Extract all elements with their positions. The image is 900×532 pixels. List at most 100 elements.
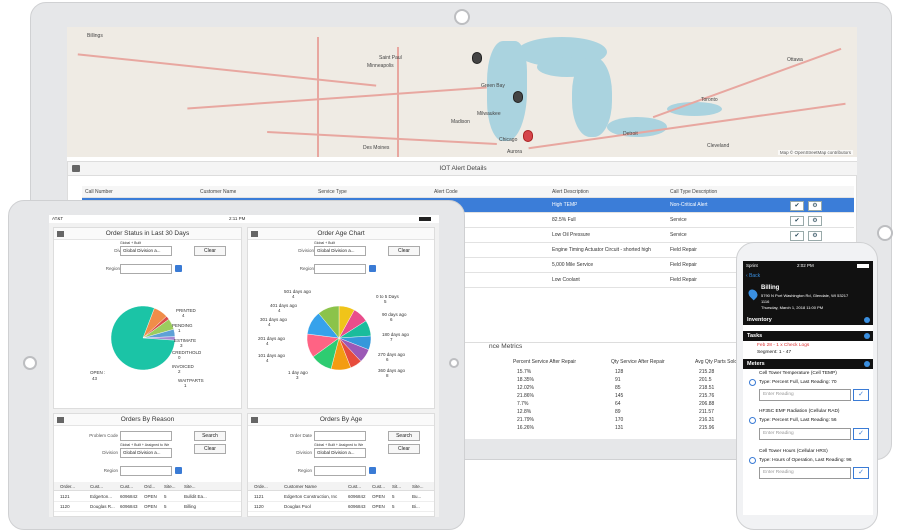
grid-cell: OPEN xyxy=(372,494,385,499)
expand-icon[interactable] xyxy=(864,333,870,339)
check-icon[interactable]: ✓ xyxy=(853,467,869,479)
task-item[interactable]: Feb 28 - 1 x Check Logs xyxy=(757,343,810,348)
column-header[interactable]: Customer Name xyxy=(200,189,237,195)
map-icon[interactable] xyxy=(175,467,182,474)
column-header[interactable]: Alert Description xyxy=(552,189,589,195)
expand-icon[interactable] xyxy=(864,317,870,323)
column-header[interactable]: Avg Qty Parts Sold/Tech xyxy=(695,359,750,365)
reading-input[interactable]: Enter Reading xyxy=(759,428,851,440)
grid-cell: Edgerton Construction, Inc xyxy=(284,494,338,499)
grid-cell: 5 xyxy=(164,504,167,509)
column-header[interactable]: Service Type xyxy=(318,189,347,195)
clear-button[interactable]: Clear xyxy=(194,444,226,454)
inventory-section[interactable]: Inventory xyxy=(743,315,873,325)
division-select[interactable]: Global Division a... xyxy=(314,246,366,256)
print-icon[interactable] xyxy=(251,417,258,423)
pie-count: 1 xyxy=(184,383,187,388)
expand-icon[interactable] xyxy=(864,361,870,367)
reading-input[interactable]: Enter Reading xyxy=(759,467,851,479)
division-select[interactable]: Global Division a... xyxy=(314,448,366,458)
map-city-label: Chicago xyxy=(499,137,518,143)
map-icon[interactable] xyxy=(369,467,376,474)
column-header[interactable]: Site... xyxy=(164,484,176,489)
check-icon[interactable]: ✔ xyxy=(790,216,804,226)
gear-icon[interactable]: ⚙ xyxy=(808,201,822,211)
column-header[interactable]: Percent Service After Repair xyxy=(513,359,577,365)
tasks-section[interactable]: Tasks xyxy=(743,331,873,341)
pie-label: ESTIMATE xyxy=(174,338,197,343)
region-input[interactable] xyxy=(314,264,366,274)
clear-button[interactable]: Clear xyxy=(388,246,420,256)
metrics-cell: 12.8% xyxy=(517,409,532,415)
print-icon[interactable] xyxy=(57,417,64,423)
clear-button[interactable]: Clear xyxy=(194,246,226,256)
search-button[interactable]: Search xyxy=(194,431,226,441)
column-header[interactable]: Cust... xyxy=(90,484,104,489)
problem-code-input[interactable] xyxy=(120,431,172,441)
pie-count: 6 xyxy=(386,357,389,362)
print-icon[interactable] xyxy=(251,231,258,237)
print-icon[interactable] xyxy=(57,231,64,237)
table-row[interactable]: 1120 Douglas R... 6096843 OPEN 5 Billing xyxy=(54,502,241,512)
pie-slice[interactable] xyxy=(318,305,340,339)
column-header[interactable]: Cust... xyxy=(120,484,134,489)
order-status-pie-chart[interactable] xyxy=(108,298,178,378)
gear-icon[interactable]: ⚙ xyxy=(808,216,822,226)
meters-section[interactable]: Meters xyxy=(743,359,873,369)
column-header[interactable]: Qty Service After Repair xyxy=(611,359,665,365)
chevron-left-icon[interactable]: ‹ xyxy=(746,273,750,279)
pie-label: 301 days ago xyxy=(260,317,288,322)
column-header[interactable]: Order... xyxy=(60,484,76,489)
order-age-pie-chart[interactable] xyxy=(304,303,374,373)
map-icon[interactable] xyxy=(175,265,182,272)
camera-icon xyxy=(449,358,459,368)
print-icon[interactable] xyxy=(72,165,80,172)
map-view[interactable]: Billings Saint Paul Minneapolis Green Ba… xyxy=(67,27,857,157)
column-header[interactable]: Cust... xyxy=(372,484,386,489)
check-icon[interactable]: ✓ xyxy=(853,428,869,440)
region-input[interactable] xyxy=(120,466,172,476)
table-row[interactable]: 1120 Douglas Pool 6096843 OPEN 5 Bi... xyxy=(248,502,434,512)
metrics-cell: 16.26% xyxy=(517,425,534,431)
check-icon[interactable]: ✓ xyxy=(853,389,869,401)
pie-count: 4 xyxy=(268,322,271,327)
column-header[interactable]: Alert Code xyxy=(434,189,458,195)
grid-cell: Douglas R... xyxy=(90,504,115,509)
column-header[interactable]: Customer Name xyxy=(284,484,317,489)
column-header[interactable]: Call Number xyxy=(85,189,113,195)
column-header[interactable]: Ord... xyxy=(144,484,156,489)
region-input[interactable] xyxy=(314,466,366,476)
column-header[interactable]: Site... xyxy=(184,484,196,489)
order-date-input[interactable] xyxy=(314,431,366,441)
map-pin-icon[interactable] xyxy=(472,52,482,64)
division-select[interactable]: Global Division a... xyxy=(120,448,172,458)
reading-input[interactable]: Enter Reading xyxy=(759,389,851,401)
column-header[interactable]: Site... xyxy=(412,484,424,489)
division-select[interactable]: Global Division a... xyxy=(120,246,172,256)
home-button[interactable] xyxy=(23,356,37,370)
clear-button[interactable]: Clear xyxy=(388,444,420,454)
column-header[interactable]: Sit... xyxy=(392,484,402,489)
table-row[interactable]: 1121 Edgerton... 6096842 OPEN 5 Bulldit Ea... xyxy=(54,492,241,502)
back-button[interactable]: Back xyxy=(749,273,761,279)
pie-slice[interactable] xyxy=(110,305,176,371)
column-header[interactable]: Cust... xyxy=(348,484,362,489)
column-header[interactable]: Orde... xyxy=(254,484,268,489)
home-button[interactable] xyxy=(877,225,893,241)
gear-icon[interactable]: ⚙ xyxy=(808,231,822,241)
metrics-cell: 85 xyxy=(615,385,621,391)
search-button[interactable]: Search xyxy=(388,431,420,441)
map-pin-alert-icon[interactable] xyxy=(523,130,533,142)
check-icon[interactable]: ✔ xyxy=(790,201,804,211)
table-row[interactable]: 1121 Edgerton Construction, Inc 6096842 OPE… xyxy=(248,492,434,502)
table-row[interactable]: 82.5% Full Service ✔ ⚙ xyxy=(82,213,854,228)
map-icon[interactable] xyxy=(369,265,376,272)
column-header[interactable]: Call Type Description xyxy=(670,189,718,195)
table-row[interactable]: Low Oil Pressure Service ✔ ⚙ xyxy=(82,228,854,243)
check-icon[interactable]: ✔ xyxy=(790,231,804,241)
metrics-cell: 216.31 xyxy=(699,417,715,423)
pie-label: 270 days ago xyxy=(378,352,406,357)
map-pin-icon[interactable] xyxy=(513,91,523,103)
region-input[interactable] xyxy=(120,264,172,274)
field-label: Region xyxy=(297,468,312,473)
